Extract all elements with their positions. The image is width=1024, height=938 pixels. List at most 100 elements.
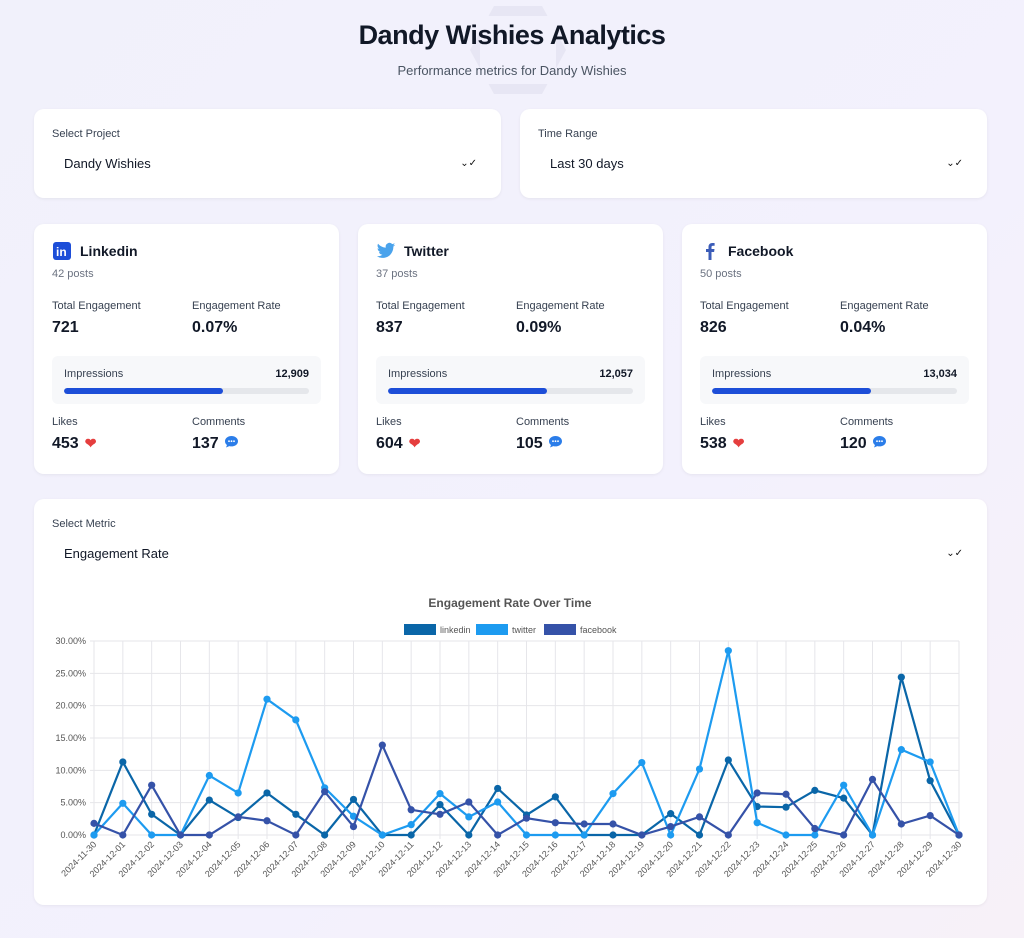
impressions-progress-fill — [712, 388, 872, 394]
data-point-facebook — [292, 831, 300, 839]
data-point-linkedin — [119, 758, 127, 766]
data-point-facebook — [580, 820, 588, 828]
comments-label: Comments — [840, 416, 894, 428]
project-label: Select Project — [52, 128, 120, 140]
time-range-label: Time Range — [538, 128, 598, 140]
data-point-linkedin — [494, 784, 502, 793]
data-point-facebook — [955, 831, 963, 839]
legend-label-facebook: facebook — [580, 625, 617, 635]
data-point-twitter — [378, 831, 386, 839]
platform-name: Linkedin — [80, 243, 138, 259]
data-point-linkedin — [148, 810, 156, 818]
likes-label: Likes — [700, 416, 726, 428]
impressions-panel: Impressions 12,909 — [52, 356, 321, 404]
y-tick-label: 20.00% — [55, 701, 86, 711]
impressions-label: Impressions — [388, 368, 448, 380]
data-point-linkedin — [897, 673, 905, 681]
y-tick-label: 0.00% — [60, 830, 86, 840]
total-engagement-label: Total Engagement — [700, 300, 789, 312]
data-point-twitter — [119, 799, 127, 807]
data-point-facebook — [176, 831, 185, 839]
data-point-linkedin — [205, 796, 213, 804]
data-point-facebook — [638, 831, 646, 839]
likes-value: 538 — [700, 435, 727, 452]
y-tick-label: 30.00% — [55, 636, 86, 646]
data-point-facebook — [119, 831, 127, 839]
comment-bubble-icon — [224, 435, 238, 453]
data-point-linkedin — [926, 777, 934, 785]
data-point-twitter — [263, 695, 271, 703]
data-point-linkedin — [667, 810, 675, 818]
comments-value: 137 — [192, 435, 219, 453]
time-range-select[interactable]: Last 30 days ⌄✓ — [538, 156, 969, 171]
time-range-value: Last 30 days — [550, 156, 624, 171]
data-point-facebook — [349, 822, 358, 831]
impressions-label: Impressions — [64, 368, 124, 380]
data-point-linkedin — [840, 794, 848, 802]
page-header: Dandy Wishies Analytics Performance metr… — [0, 0, 1024, 108]
data-point-twitter — [148, 831, 156, 839]
data-point-facebook — [263, 817, 271, 825]
comment-bubble-icon — [872, 435, 886, 453]
data-point-twitter — [436, 790, 444, 798]
heart-icon: ❤ — [732, 435, 745, 452]
impressions-value: 12,057 — [599, 368, 633, 380]
heart-icon: ❤ — [84, 435, 97, 452]
legend-swatch-twitter — [476, 624, 508, 635]
project-value: Dandy Wishies — [64, 156, 151, 171]
platform-name: Twitter — [404, 243, 449, 259]
total-engagement-value: 837 — [376, 319, 403, 336]
y-tick-label: 10.00% — [55, 765, 86, 775]
post-count: 37 posts — [376, 268, 418, 280]
data-point-twitter — [695, 765, 704, 773]
data-point-twitter — [465, 813, 473, 821]
chevron-down-icon: ⌄✓ — [946, 158, 963, 169]
data-point-twitter — [638, 758, 646, 767]
project-select[interactable]: Dandy Wishies ⌄✓ — [52, 156, 483, 171]
impressions-progress — [64, 388, 309, 394]
linkedin-icon: in — [52, 242, 72, 260]
data-point-twitter — [292, 716, 300, 724]
data-point-twitter — [90, 831, 98, 839]
comments-label: Comments — [516, 416, 570, 428]
likes-label: Likes — [376, 416, 402, 428]
data-point-facebook — [90, 819, 98, 827]
data-point-facebook — [522, 814, 531, 822]
impressions-progress — [712, 388, 957, 394]
y-tick-label: 25.00% — [55, 668, 86, 678]
impressions-value: 13,034 — [923, 368, 957, 380]
platform-card-facebook: Facebook 50 posts Total Engagement 826 En… — [682, 224, 987, 474]
data-point-twitter — [551, 831, 559, 839]
metric-select[interactable]: Engagement Rate ⌄✓ — [52, 546, 969, 561]
data-point-facebook — [205, 831, 213, 839]
likes-value: 604 — [376, 435, 403, 452]
data-point-twitter — [580, 831, 588, 839]
data-point-facebook — [609, 820, 617, 828]
page-subtitle: Performance metrics for Dandy Wishies — [397, 63, 627, 78]
data-point-facebook — [551, 819, 559, 827]
impressions-progress-fill — [64, 388, 224, 394]
data-point-facebook — [926, 812, 934, 820]
data-point-linkedin — [263, 789, 271, 797]
comments-value: 120 — [840, 435, 867, 453]
data-point-linkedin — [551, 793, 559, 801]
engagement-rate-value: 0.04% — [840, 319, 886, 336]
facebook-icon — [700, 242, 720, 260]
data-point-linkedin — [782, 803, 790, 811]
data-point-twitter — [868, 831, 877, 839]
data-point-twitter — [205, 771, 213, 780]
data-point-twitter — [782, 831, 790, 839]
data-point-facebook — [667, 822, 675, 831]
platform-card-linkedin: in Linkedin 42 posts Total Engagement 721 … — [34, 224, 339, 474]
data-point-twitter — [609, 790, 617, 798]
engagement-rate-label: Engagement Rate — [840, 300, 929, 312]
comment-bubble-icon — [548, 435, 562, 453]
impressions-label: Impressions — [712, 368, 772, 380]
legend-swatch-facebook — [544, 624, 576, 635]
data-point-linkedin — [321, 831, 329, 839]
data-point-twitter — [522, 831, 531, 839]
data-point-twitter — [667, 831, 675, 839]
data-point-facebook — [321, 788, 329, 796]
impressions-progress — [388, 388, 633, 394]
likes-label: Likes — [52, 416, 78, 428]
